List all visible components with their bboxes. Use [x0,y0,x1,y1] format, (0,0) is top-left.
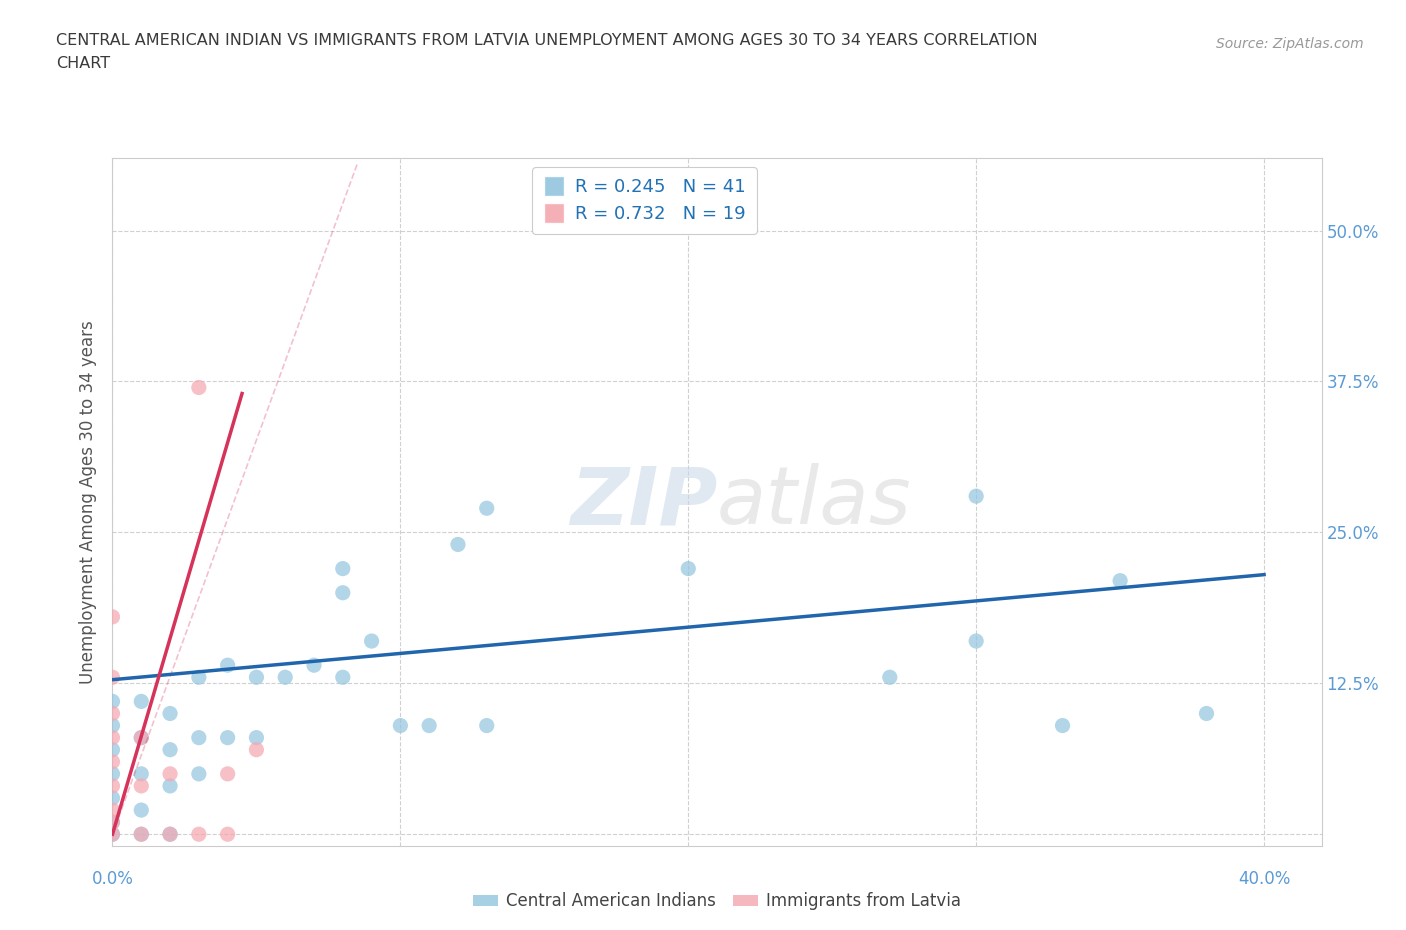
Point [389,718,412,733]
Point [159,706,181,721]
Point [101,790,124,805]
Point [101,718,124,733]
Point [101,609,124,624]
Point [101,706,124,721]
Point [187,827,209,842]
Point [101,827,124,842]
Point [217,766,239,781]
Point [447,537,470,551]
Text: CHART: CHART [56,56,110,71]
Point [217,730,239,745]
Point [217,827,239,842]
Point [245,730,267,745]
Point [965,633,987,648]
Point [1109,573,1132,588]
Point [245,670,267,684]
Point [129,730,152,745]
Legend: Central American Indians, Immigrants from Latvia: Central American Indians, Immigrants fro… [467,885,967,917]
Point [159,827,181,842]
Point [159,827,181,842]
Point [217,658,239,672]
Point [187,670,209,684]
Point [159,742,181,757]
Point [101,815,124,830]
Point [101,670,124,684]
Point [274,670,297,684]
Text: atlas: atlas [717,463,912,541]
Text: Source: ZipAtlas.com: Source: ZipAtlas.com [1216,37,1364,51]
Point [332,585,354,600]
Text: 40.0%: 40.0% [1237,870,1291,888]
Point [101,827,124,842]
Point [101,815,124,830]
Point [360,633,382,648]
Text: 0.0%: 0.0% [91,870,134,888]
Point [1195,706,1218,721]
Point [129,778,152,793]
Point [418,718,440,733]
Point [101,742,124,757]
Point [101,754,124,769]
Point [187,766,209,781]
Point [101,803,124,817]
Point [159,778,181,793]
Point [475,500,498,515]
Point [187,380,209,395]
Point [159,766,181,781]
Point [129,827,152,842]
Point [129,694,152,709]
Point [187,730,209,745]
Point [678,561,700,576]
Point [1052,718,1074,733]
Point [475,718,498,733]
Point [245,742,267,757]
Point [332,670,354,684]
Y-axis label: Unemployment Among Ages 30 to 34 years: Unemployment Among Ages 30 to 34 years [79,320,97,684]
Point [332,561,354,576]
Text: CENTRAL AMERICAN INDIAN VS IMMIGRANTS FROM LATVIA UNEMPLOYMENT AMONG AGES 30 TO : CENTRAL AMERICAN INDIAN VS IMMIGRANTS FR… [56,33,1038,47]
Point [965,489,987,504]
Point [101,694,124,709]
Point [129,766,152,781]
Text: ZIP: ZIP [569,463,717,541]
Point [101,730,124,745]
Point [129,730,152,745]
Point [879,670,901,684]
Point [101,778,124,793]
Point [302,658,325,672]
Point [129,827,152,842]
Point [129,803,152,817]
Point [101,766,124,781]
